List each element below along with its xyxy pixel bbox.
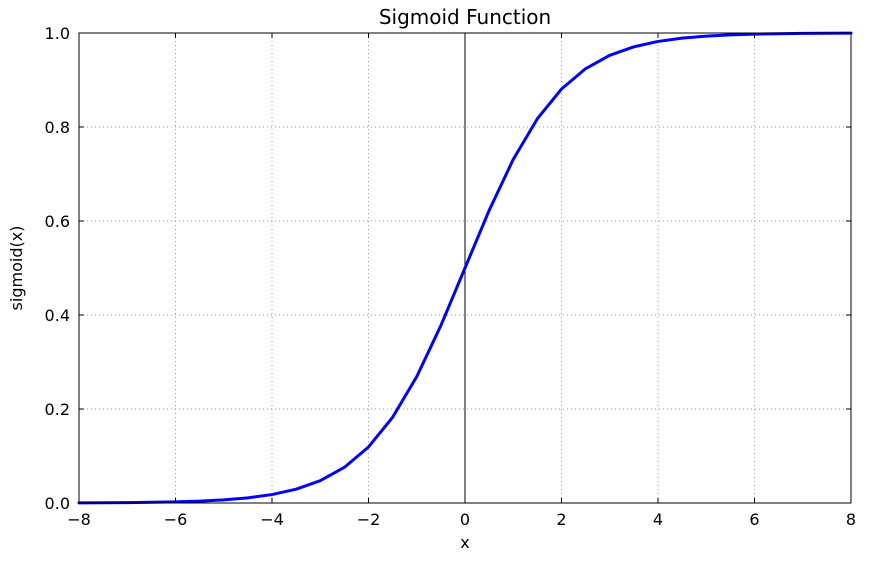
tick-labels: −8 −6 −4 −2 0 2 4 6 8 0.0 0.2 0.4 0.6 0.8 1.0 xyxy=(45,24,857,529)
y-tick-label: 0.2 xyxy=(45,400,70,419)
plot-area-border xyxy=(78,32,852,504)
y-tick-label: 0.8 xyxy=(45,118,70,137)
y-axis-label: sigmoid(x) xyxy=(7,226,26,311)
y-tick-label: 1.0 xyxy=(45,24,70,43)
x-tick-label: 8 xyxy=(846,510,856,529)
x-tick-label: 0 xyxy=(460,510,470,529)
plot-title: Sigmoid Function xyxy=(379,5,551,29)
y-tick-label: 0.4 xyxy=(45,306,70,325)
x-axis-label: x xyxy=(460,533,469,552)
x-tick-label: −6 xyxy=(164,510,188,529)
x-tick-label: −4 xyxy=(260,510,284,529)
x-tick-label: 6 xyxy=(749,510,759,529)
sigmoid-curve xyxy=(77,31,853,505)
x-tick-label: −8 xyxy=(67,510,91,529)
series-sigmoid xyxy=(77,31,853,505)
x-tick-label: 4 xyxy=(653,510,663,529)
x-tick-label: 2 xyxy=(556,510,566,529)
y-tick-label: 0.0 xyxy=(45,494,70,513)
x-tick-label: −2 xyxy=(357,510,381,529)
y-tick-label: 0.6 xyxy=(45,212,70,231)
